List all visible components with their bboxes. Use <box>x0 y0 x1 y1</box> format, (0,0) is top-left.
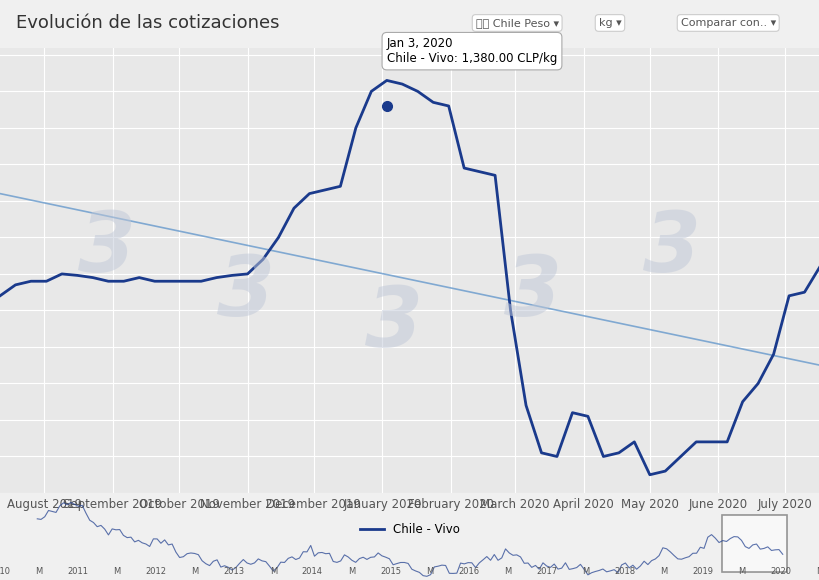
Text: M: M <box>659 567 667 576</box>
Text: 3: 3 <box>643 208 700 288</box>
Text: 2020: 2020 <box>770 567 790 576</box>
Text: 2014: 2014 <box>301 567 323 576</box>
Text: M: M <box>269 567 277 576</box>
Text: Evolución de las cotizaciones: Evolución de las cotizaciones <box>16 14 279 32</box>
Text: 2018: 2018 <box>613 567 635 576</box>
Text: 3: 3 <box>504 252 561 333</box>
Text: 🇨🇱 Chile Peso ▾: 🇨🇱 Chile Peso ▾ <box>475 18 558 28</box>
Text: 2013: 2013 <box>224 567 245 576</box>
Text: 3: 3 <box>78 208 135 288</box>
Text: 3: 3 <box>364 283 422 364</box>
Text: 2012: 2012 <box>146 567 166 576</box>
Text: 2010: 2010 <box>0 567 11 576</box>
Text: 2017: 2017 <box>536 567 557 576</box>
Legend: Chile - Vivo: Chile - Vivo <box>355 518 464 541</box>
Text: 3: 3 <box>217 252 274 333</box>
Text: 2015: 2015 <box>379 567 400 576</box>
Text: Comparar con.. ▾: Comparar con.. ▾ <box>680 18 775 28</box>
Text: M: M <box>816 567 819 576</box>
Text: M: M <box>425 567 432 576</box>
Text: M: M <box>347 567 355 576</box>
Text: 2019: 2019 <box>691 567 713 576</box>
Text: M: M <box>504 567 510 576</box>
Text: kg ▾: kg ▾ <box>598 18 621 28</box>
Text: M: M <box>192 567 199 576</box>
Text: Jan 3, 2020
Chile - Vivo: 1,380.00 CLP/kg: Jan 3, 2020 Chile - Vivo: 1,380.00 CLP/k… <box>387 37 556 65</box>
FancyBboxPatch shape <box>721 515 786 572</box>
Text: M: M <box>581 567 589 576</box>
Text: 2016: 2016 <box>458 567 478 576</box>
Text: M: M <box>737 567 744 576</box>
Text: 2011: 2011 <box>67 567 88 576</box>
Text: M: M <box>35 567 43 576</box>
Text: M: M <box>113 567 120 576</box>
